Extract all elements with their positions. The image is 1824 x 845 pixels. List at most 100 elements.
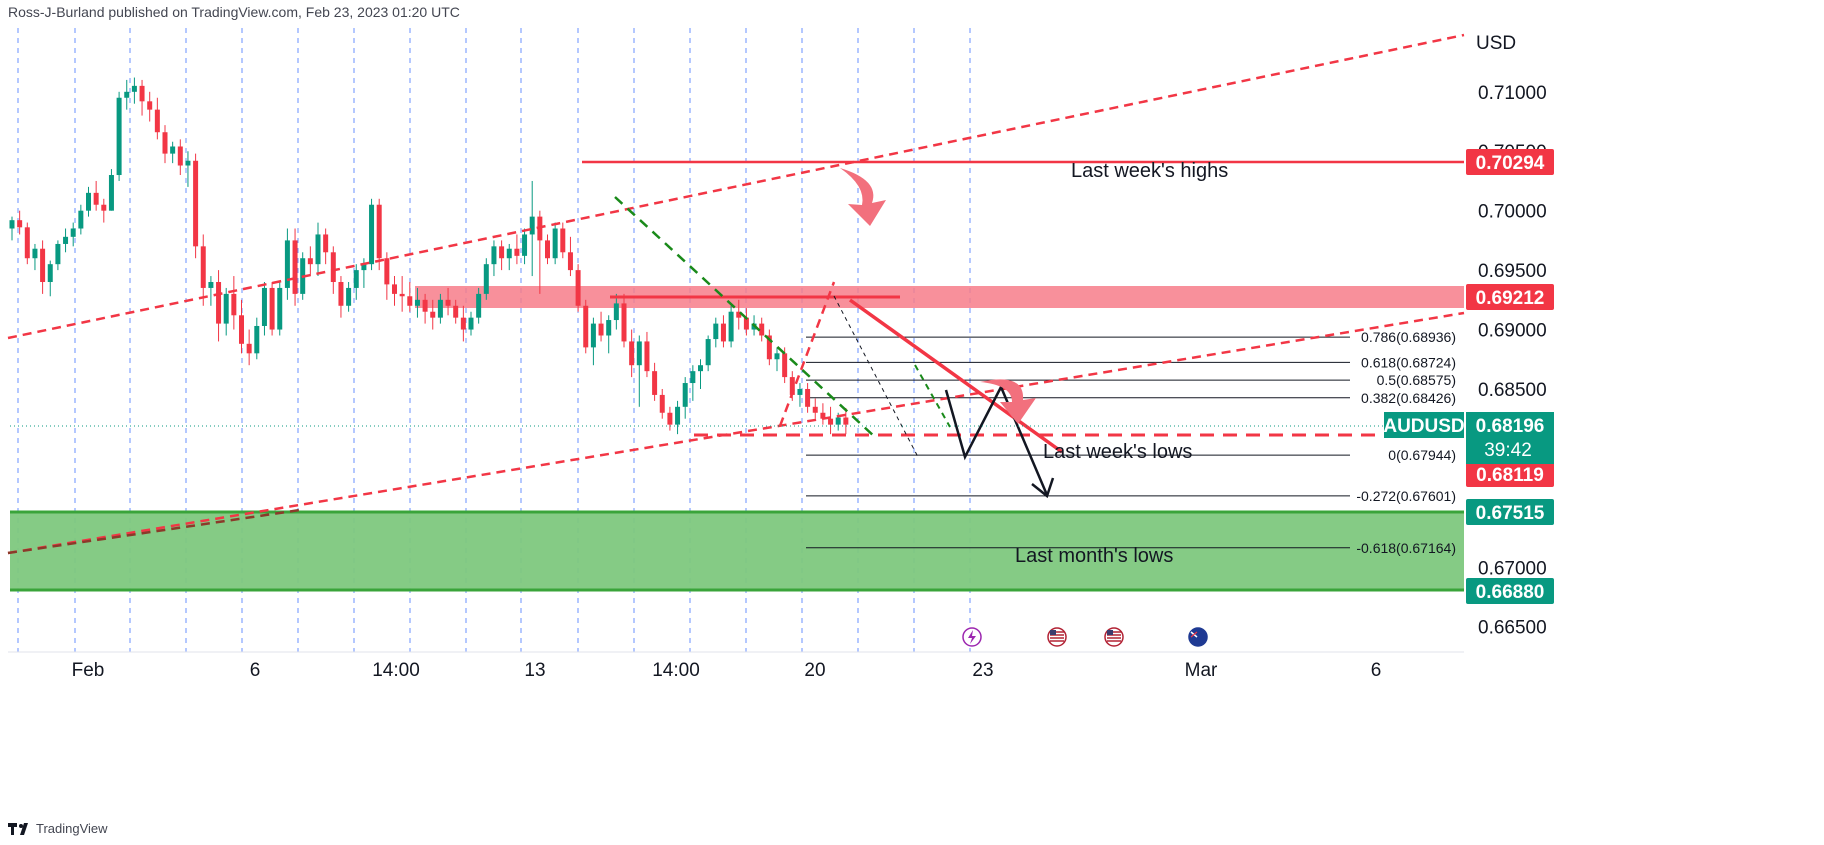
candle-up: [698, 365, 703, 372]
candle-up: [774, 353, 780, 360]
candle-up: [353, 270, 359, 288]
candle-down: [154, 109, 160, 133]
price-tick: 0.67000: [1478, 558, 1547, 579]
price-tag-value: 0.68119: [1476, 465, 1544, 486]
zones: [10, 286, 1464, 592]
candle-down: [407, 296, 413, 306]
candle-up: [437, 299, 443, 318]
descending-trendline: [848, 298, 1064, 454]
candle-down: [193, 160, 199, 247]
flag-canton: [1050, 630, 1056, 635]
candle-up: [208, 282, 214, 288]
candle-down: [200, 246, 206, 288]
candle-up: [476, 293, 482, 318]
green-trendline-short: [914, 364, 951, 428]
symbol-tag: [1384, 412, 1464, 438]
candle-down: [621, 303, 627, 342]
candle-up: [223, 293, 229, 324]
lower-channel-line-extension: [7, 508, 301, 555]
fib-label: 0.382(0.68426): [1361, 390, 1456, 406]
price-tick: 0.70000: [1478, 202, 1547, 223]
candle-down: [667, 412, 673, 425]
candle-up: [682, 383, 688, 407]
current-price-value: 0.68196: [1476, 416, 1545, 437]
candle-down: [93, 192, 99, 205]
candle-down: [820, 412, 826, 419]
candle-up: [728, 311, 734, 342]
label-last-weeks-lows: Last week's lows: [1043, 441, 1192, 463]
candle-up: [63, 236, 69, 244]
monthly-lows-zone: [10, 512, 1464, 590]
candle-down: [430, 311, 436, 318]
candle-down: [782, 353, 788, 378]
candle-down: [652, 371, 658, 395]
candle-down: [575, 270, 581, 306]
fib-label: 0.5(0.68575): [1377, 372, 1456, 388]
candle-down: [736, 311, 742, 318]
time-tick: Mar: [1185, 660, 1218, 681]
candle-up: [369, 204, 375, 265]
candle-down: [843, 417, 849, 425]
time-axis: Feb 6 14:00 13 14:00 20 23 Mar 6: [8, 651, 1464, 681]
countdown-value: 39:42: [1484, 440, 1532, 461]
candle-down: [17, 220, 23, 228]
price-tag-value: 0.67515: [1476, 503, 1545, 524]
candle-down: [40, 248, 46, 282]
candle-down: [376, 204, 382, 259]
candle-up: [675, 406, 681, 425]
candle-up: [529, 216, 535, 235]
candle-up: [261, 287, 267, 326]
candle-up: [170, 146, 176, 154]
candle-up: [552, 228, 558, 259]
candle-down: [828, 418, 834, 425]
candle-up: [606, 320, 612, 336]
candle-down: [812, 406, 818, 413]
lightning-glyph: [968, 630, 976, 644]
price-tick: 0.66500: [1478, 618, 1547, 639]
candle-up: [636, 341, 642, 366]
candle-down: [292, 240, 298, 294]
candle-up: [713, 323, 719, 340]
time-tick: Feb: [72, 660, 105, 681]
price-tag-value: 0.69212: [1476, 288, 1545, 309]
candle-up: [131, 85, 137, 92]
candle-down: [659, 394, 665, 413]
fib-diagonal: [833, 295, 919, 458]
candle-down: [743, 317, 749, 330]
candle-up: [483, 264, 489, 294]
candle-down: [789, 377, 795, 395]
fibonacci-levels: 0.786(0.68936) 0.618(0.68724) 0.5(0.68575)…: [806, 329, 1456, 556]
candle-up: [47, 264, 53, 282]
fib-label: 0(0.67944): [1388, 447, 1456, 463]
candle-up: [506, 248, 512, 259]
candle-up: [315, 234, 321, 265]
price-tag: [1466, 149, 1554, 175]
fib-label: -0.618(0.67164): [1356, 540, 1456, 556]
label-last-weeks-highs: Last week's highs: [1071, 160, 1228, 182]
candle-down: [307, 258, 313, 265]
upper-channel-line: [7, 33, 1465, 340]
time-tick: 6: [1371, 660, 1382, 681]
time-tick: 13: [524, 660, 545, 681]
candle-up: [705, 339, 711, 366]
candle-up: [78, 210, 84, 229]
candle-up: [522, 234, 528, 256]
fib-label: -0.272(0.67601): [1356, 488, 1456, 504]
candle-down: [162, 132, 168, 154]
currency-label: USD: [1476, 33, 1516, 54]
label-last-months-lows: Last month's lows: [1015, 545, 1173, 567]
fib-label: 0.786(0.68936): [1361, 329, 1456, 345]
candle-up: [32, 248, 38, 259]
price-tag: [1466, 499, 1554, 525]
candle-down: [323, 234, 329, 253]
candle-up: [70, 228, 76, 237]
candle-up: [797, 388, 803, 395]
au-flag-icon: [1188, 627, 1208, 647]
fib-anchor-line: [778, 281, 836, 427]
candle-down: [216, 282, 222, 324]
candle-up: [491, 246, 497, 265]
candle-up: [254, 325, 260, 354]
time-tick: 6: [250, 660, 261, 681]
publisher-caption: Ross-J-Burland published on TradingView.…: [8, 4, 460, 20]
